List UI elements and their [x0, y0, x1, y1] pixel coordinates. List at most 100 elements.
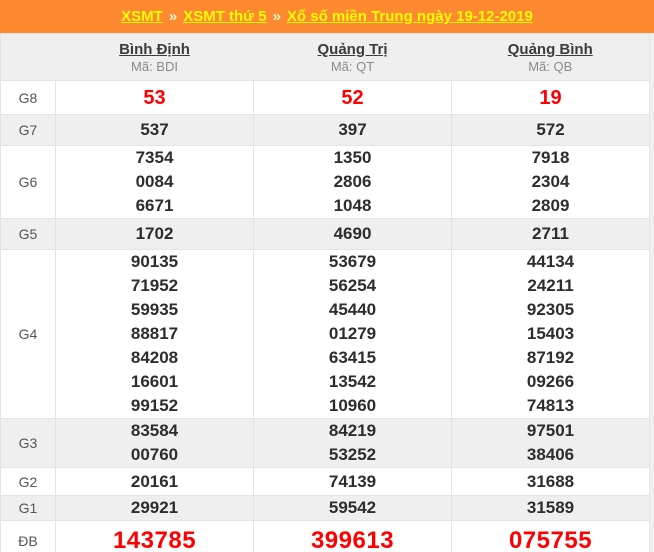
- result-cell: 44134 24211 92305 15403 87192 09266 74813: [451, 249, 650, 419]
- result-number: 143785: [112, 526, 197, 552]
- result-number: 97501: [526, 421, 575, 440]
- result-cell: 1702: [55, 218, 254, 250]
- result-cell: 53679 56254 45440 01279 63415 13542 10960: [253, 249, 452, 419]
- result-number: 63415: [328, 348, 377, 367]
- result-number: 19: [539, 86, 562, 109]
- result-cell: 53: [55, 80, 254, 115]
- prize-row-G8: G8 53 52 19: [0, 80, 650, 115]
- result-number: 075755: [508, 526, 593, 552]
- prize-label: G4: [0, 249, 56, 419]
- result-number: 31688: [526, 471, 575, 491]
- result-cell: 4690: [253, 218, 452, 250]
- result-number: 537: [140, 120, 169, 139]
- result-cell: 97501 38406: [451, 418, 650, 468]
- result-number: 397: [338, 120, 367, 139]
- result-cell: 399613: [253, 520, 452, 552]
- result-number: 74139: [328, 471, 377, 491]
- prize-label: G8: [0, 80, 56, 115]
- province-code-qb: Mã: QB: [528, 58, 573, 74]
- result-number: 6671: [135, 196, 174, 215]
- result-number: 1048: [333, 196, 372, 215]
- province-link-quang-tri[interactable]: Quảng Trị: [317, 40, 388, 58]
- prize-row-G4: G4 90135 71952 59935 88817 84208 16601 99152 536…: [0, 249, 650, 419]
- result-number: 1702: [135, 224, 174, 243]
- result-number: 53: [143, 86, 166, 109]
- results-table-body: G8 53 52 19 G7 537 397 572 G6 7354 0084 6671 1350 280…: [0, 80, 650, 552]
- result-number: 09266: [526, 372, 575, 391]
- result-number: 24211: [527, 276, 574, 295]
- prize-row-G6: G6 7354 0084 6671 1350 2806 1048 7918 2304 2809: [0, 145, 650, 219]
- result-number: 92305: [526, 300, 575, 319]
- result-number: 0084: [135, 172, 174, 191]
- result-number: 16601: [130, 372, 179, 391]
- result-number: 2304: [531, 172, 570, 191]
- breadcrumb-separator: »: [168, 8, 178, 25]
- result-cell: 59542: [253, 495, 452, 521]
- prize-label: G2: [0, 467, 56, 496]
- prize-row-ĐB: ĐB 143785 399613 075755: [0, 520, 650, 552]
- prize-row-G3: G3 83584 00760 84219 53252 97501 38406: [0, 418, 650, 468]
- result-number: 29921: [130, 498, 179, 517]
- breadcrumb-link-xsmt[interactable]: XSMT: [121, 8, 163, 25]
- result-number: 59935: [130, 300, 179, 319]
- result-number: 10960: [328, 396, 377, 415]
- result-number: 87192: [526, 348, 575, 367]
- result-cell: 143785: [55, 520, 254, 552]
- result-number: 88817: [130, 324, 179, 343]
- corner-cell: [0, 33, 56, 81]
- breadcrumb-link-date[interactable]: Xổ số miền Trung ngày 19-12-2019: [286, 8, 533, 25]
- result-cell: 74139: [253, 467, 452, 496]
- result-number: 84208: [130, 348, 179, 367]
- result-cell: 19: [451, 80, 650, 115]
- prize-row-G5: G5 1702 4690 2711: [0, 218, 650, 250]
- result-number: 15403: [526, 324, 575, 343]
- result-number: 00760: [130, 445, 179, 464]
- prize-label: G6: [0, 145, 56, 219]
- result-number: 84219: [328, 421, 377, 440]
- result-number: 2809: [531, 196, 570, 215]
- result-number: 20161: [130, 471, 179, 491]
- result-cell: 29921: [55, 495, 254, 521]
- result-number: 56254: [328, 276, 377, 295]
- province-code-bdi: Mã: BDI: [131, 58, 178, 74]
- result-number: 2806: [333, 172, 372, 191]
- table-header-row: Bình Định Mã: BDI Quảng Trị Mã: QT Quảng…: [0, 33, 650, 81]
- result-number: 59542: [328, 498, 377, 517]
- result-number: 1350: [333, 148, 372, 167]
- province-code-qt: Mã: QT: [330, 58, 375, 74]
- result-cell: 90135 71952 59935 88817 84208 16601 99152: [55, 249, 254, 419]
- result-cell: 1350 2806 1048: [253, 145, 452, 219]
- result-number: 53252: [328, 445, 377, 464]
- result-number: 2711: [532, 224, 569, 243]
- result-cell: 31589: [451, 495, 650, 521]
- result-number: 38406: [526, 445, 575, 464]
- result-cell: 20161: [55, 467, 254, 496]
- prize-label: G1: [0, 495, 56, 521]
- province-link-quang-binh[interactable]: Quảng Bình: [507, 40, 593, 58]
- prize-label: G7: [0, 114, 56, 146]
- column-header-quang-binh: Quảng Bình Mã: QB: [451, 33, 650, 81]
- result-cell: 7918 2304 2809: [451, 145, 650, 219]
- prize-row-G7: G7 537 397 572: [0, 114, 650, 146]
- result-number: 44134: [526, 252, 575, 271]
- result-number: 399613: [310, 526, 395, 552]
- breadcrumb-link-xsmt-thu-5[interactable]: XSMT thứ 5: [183, 8, 267, 25]
- column-header-quang-tri: Quảng Trị Mã: QT: [253, 33, 452, 81]
- province-link-binh-dinh[interactable]: Bình Định: [119, 40, 190, 58]
- prize-row-G2: G2 20161 74139 31688: [0, 467, 650, 496]
- breadcrumb: XSMT » XSMT thứ 5 » Xổ số miền Trung ngà…: [0, 0, 654, 33]
- result-number: 572: [536, 120, 565, 139]
- result-number: 90135: [130, 252, 179, 271]
- result-cell: 31688: [451, 467, 650, 496]
- result-number: 7354: [135, 148, 174, 167]
- result-number: 74813: [526, 396, 575, 415]
- result-cell: 7354 0084 6671: [55, 145, 254, 219]
- result-number: 52: [341, 86, 364, 109]
- result-cell: 397: [253, 114, 452, 146]
- results-table: Bình Định Mã: BDI Quảng Trị Mã: QT Quảng…: [0, 33, 650, 552]
- prize-row-G1: G1 29921 59542 31589: [0, 495, 650, 521]
- prize-label: ĐB: [0, 520, 56, 552]
- result-cell: 52: [253, 80, 452, 115]
- result-number: 45440: [328, 300, 377, 319]
